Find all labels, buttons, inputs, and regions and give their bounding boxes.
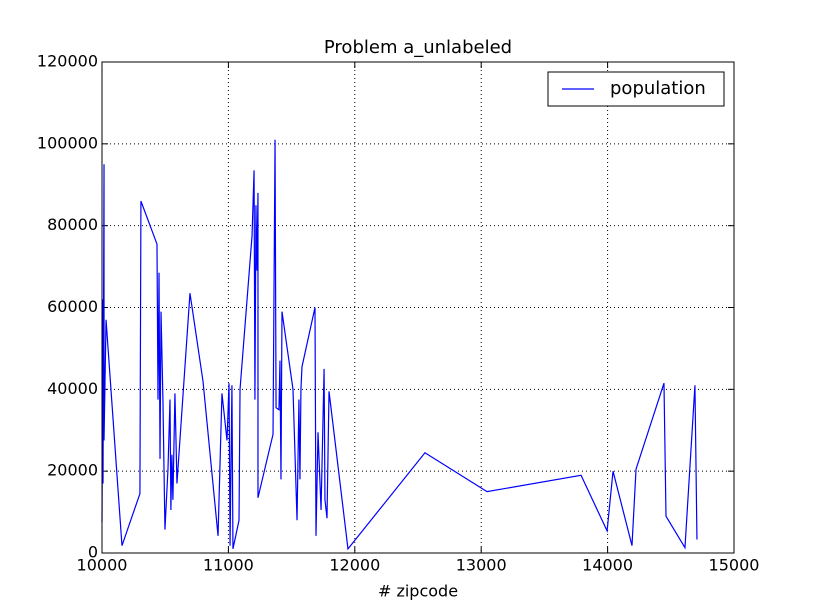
y-tick-label: 40000 <box>47 379 98 398</box>
x-tick-label: 10000 <box>77 556 128 575</box>
y-tick-label: 0 <box>88 543 98 562</box>
y-tick-label: 20000 <box>47 461 98 480</box>
y-tick-label: 80000 <box>47 215 98 234</box>
plot-frame <box>101 61 735 554</box>
x-tick-label: 12000 <box>329 556 380 575</box>
chart-title: Problem a_unlabeled <box>324 37 512 58</box>
x-tick-label: 11000 <box>203 556 254 575</box>
legend-label: population <box>610 78 706 99</box>
x-tick-label: 14000 <box>582 556 633 575</box>
x-axis-label: # zipcode <box>378 582 458 601</box>
y-tick-label: 100000 <box>37 133 98 152</box>
x-tick-label: 13000 <box>456 556 507 575</box>
line-series <box>101 139 698 551</box>
y-tick-label: 60000 <box>47 297 98 316</box>
x-tick-label: 15000 <box>709 556 760 575</box>
y-tick-label: 120000 <box>37 52 98 71</box>
